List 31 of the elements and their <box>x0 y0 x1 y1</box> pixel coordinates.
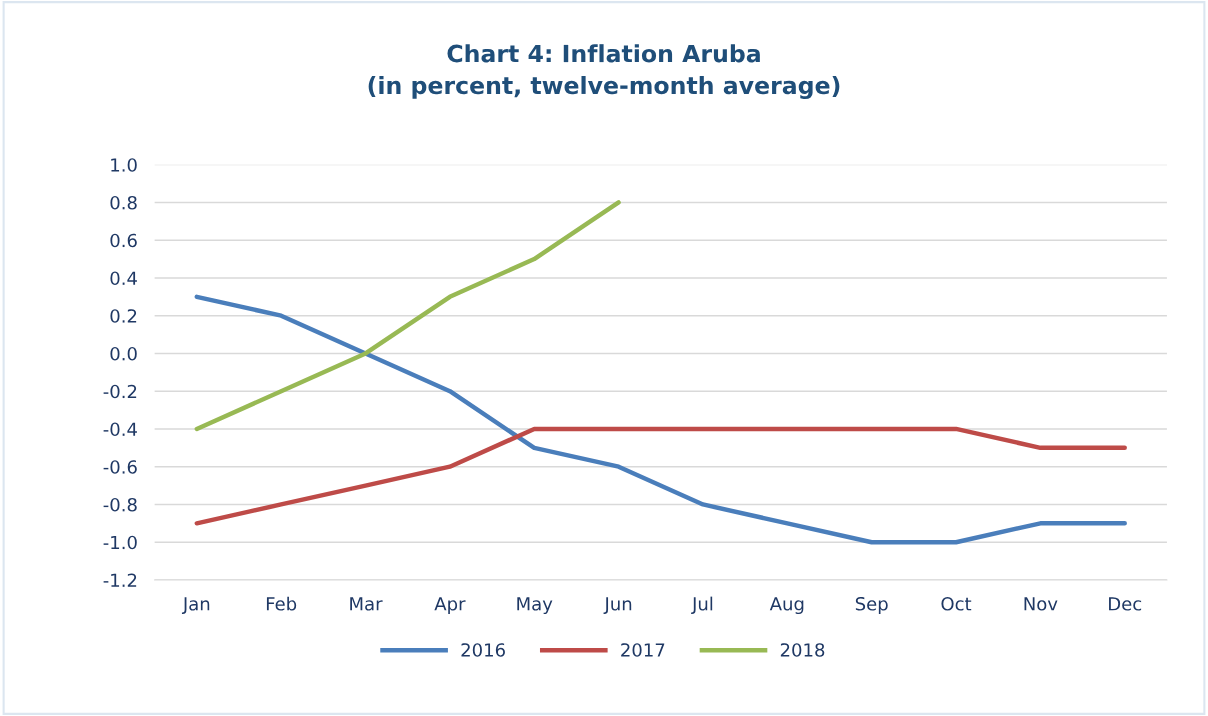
x-tick-label: Dec <box>1109 597 1142 611</box>
y-tick-label: -0.4 <box>103 422 137 437</box>
legend-label: 2016 <box>461 643 505 657</box>
line-series <box>194 294 1127 545</box>
y-tick-label: -0.8 <box>103 497 137 512</box>
x-tick-label: Apr <box>434 597 466 615</box>
x-tick-label: Jun <box>603 597 632 614</box>
x-tick-label: Sep <box>855 596 888 615</box>
line-series <box>194 426 1127 526</box>
y-tick-label: 0.8 <box>110 195 137 210</box>
x-tick-label: May <box>517 597 553 615</box>
y-tick-label: -0.2 <box>103 384 137 399</box>
y-tick-label: 0.6 <box>110 233 137 248</box>
x-tick-label: Feb <box>266 596 297 611</box>
y-tick-label: -1.0 <box>103 535 137 550</box>
legend-label: 2017 <box>621 643 665 657</box>
x-tick-label: Jan <box>181 597 210 614</box>
y-tick-label: 0.4 <box>110 271 137 286</box>
y-tick-label: -0.6 <box>103 460 137 474</box>
x-tick-label: Oct <box>941 596 972 611</box>
x-tick-label: Jul <box>691 596 713 614</box>
y-tick-label: 0.2 <box>110 309 137 323</box>
y-tick-label: 1.0 <box>111 158 137 172</box>
x-tick-label: Aug <box>769 597 804 615</box>
line-series <box>194 200 621 432</box>
y-tick-label: -1.2 <box>103 573 137 587</box>
chart-title: Chart 4: Inflation Aruba (in percent, twelve-month average) <box>368 44 840 100</box>
x-tick-label: Nov <box>1024 597 1058 611</box>
legend-label: 2018 <box>780 643 825 657</box>
y-tick-label: 0.0 <box>110 346 137 361</box>
x-tick-label: Mar <box>350 597 383 611</box>
